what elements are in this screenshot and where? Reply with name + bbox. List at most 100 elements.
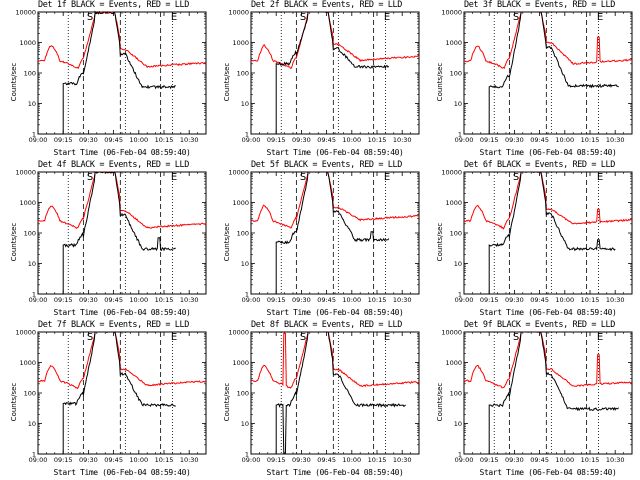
time-marker-label: S — [513, 332, 519, 343]
time-marker-label: E — [171, 12, 177, 23]
x-tick-label: 10:15 — [155, 456, 174, 464]
x-axis-label: Start Time (06-Feb-04 08:59:40) — [266, 468, 404, 477]
x-tick-label: 09:30 — [79, 456, 98, 464]
y-tick-label: 1000 — [232, 39, 249, 47]
y-tick-label: 1000 — [445, 359, 462, 367]
x-tick-label: 09:45 — [530, 456, 549, 464]
panel-title: Det 5f BLACK = Events, RED = LLD — [251, 160, 402, 170]
x-tick-label: 10:15 — [581, 296, 600, 304]
y-tick-label: 1000 — [19, 199, 36, 207]
panel-title: Det 9f BLACK = Events, RED = LLD — [464, 320, 615, 330]
y-tick-label: 100 — [450, 389, 462, 397]
y-tick-label: 100 — [237, 69, 249, 77]
lld-series-line — [250, 331, 420, 389]
x-tick-label: 10:15 — [368, 456, 387, 464]
y-tick-label: 10 — [241, 260, 249, 268]
lld-series-line — [463, 11, 633, 69]
x-tick-label: 10:00 — [129, 136, 148, 144]
x-tick-label: 10:00 — [129, 456, 148, 464]
y-tick-label: 1 — [32, 450, 36, 458]
x-tick-label: 09:15 — [480, 296, 499, 304]
panel-title: Det 4f BLACK = Events, RED = LLD — [38, 160, 189, 170]
plot-svg: 1 10 100 1000 10000 09:00 09:15 09:30 09:45 10:00… — [15, 8, 207, 144]
x-tick-label: 09:15 — [480, 456, 499, 464]
panel-title: Det 6f BLACK = Events, RED = LLD — [464, 160, 615, 170]
events-series-line — [62, 171, 176, 294]
events-series-line — [62, 331, 176, 454]
x-tick-label: 09:30 — [505, 456, 524, 464]
y-tick-label: 1000 — [232, 199, 249, 207]
plot-svg: 1 10 100 1000 10000 09:00 09:15 09:30 09:45 10:00… — [441, 168, 633, 304]
time-marker-label: S — [513, 172, 519, 183]
y-tick-label: 10000 — [441, 328, 462, 336]
x-tick-label: 10:00 — [555, 296, 574, 304]
x-axis-label: Start Time (06-Feb-04 08:59:40) — [53, 468, 191, 477]
x-tick-label: 10:15 — [581, 456, 600, 464]
x-tick-label: 10:30 — [393, 296, 412, 304]
time-marker-label: S — [513, 12, 519, 23]
x-tick-label: 09:15 — [267, 296, 286, 304]
x-tick-label: 10:30 — [180, 296, 199, 304]
plot-svg: 1 10 100 1000 10000 09:00 09:15 09:30 09:45 10:00… — [441, 328, 633, 464]
lld-series-line — [250, 11, 420, 69]
x-tick-label: 10:15 — [155, 296, 174, 304]
x-tick-label: 09:45 — [104, 296, 123, 304]
detector-panel: Det 3f BLACK = Events, RED = LLD Start Ti… — [426, 0, 639, 160]
x-tick-label: 10:00 — [342, 296, 361, 304]
y-tick-label: 100 — [450, 229, 462, 237]
x-tick-label: 09:00 — [29, 136, 48, 144]
time-marker-label: S — [87, 172, 93, 183]
lld-series-line — [37, 11, 207, 70]
y-tick-label: 100 — [24, 69, 36, 77]
x-tick-label: 10:00 — [342, 456, 361, 464]
y-tick-label: 1000 — [232, 359, 249, 367]
y-tick-label: 100 — [237, 229, 249, 237]
x-tick-label: 09:00 — [242, 456, 261, 464]
y-tick-label: 1000 — [445, 39, 462, 47]
x-tick-label: 09:30 — [79, 296, 98, 304]
time-marker-label: E — [597, 332, 603, 343]
detector-panel: Det 7f BLACK = Events, RED = LLD Start Ti… — [0, 320, 213, 480]
plot-svg: 1 10 100 1000 10000 09:00 09:15 09:30 09:45 10:00… — [228, 168, 420, 304]
y-tick-label: 100 — [24, 389, 36, 397]
y-tick-label: 10000 — [228, 168, 249, 176]
x-axis-label: Start Time (06-Feb-04 08:59:40) — [479, 308, 617, 317]
y-tick-label: 10 — [241, 100, 249, 108]
y-tick-label: 10000 — [441, 168, 462, 176]
x-tick-label: 09:45 — [104, 136, 123, 144]
y-tick-label: 10 — [454, 420, 462, 428]
detector-panel: Det 6f BLACK = Events, RED = LLD Start Ti… — [426, 160, 639, 320]
x-tick-label: 09:30 — [292, 456, 311, 464]
events-series-line — [275, 331, 406, 455]
panel-title: Det 8f BLACK = Events, RED = LLD — [251, 320, 402, 330]
time-marker-label: E — [384, 12, 390, 23]
y-tick-label: 100 — [450, 69, 462, 77]
y-tick-label: 1000 — [19, 39, 36, 47]
y-tick-label: 1000 — [445, 199, 462, 207]
x-tick-label: 09:00 — [242, 296, 261, 304]
y-tick-label: 100 — [237, 389, 249, 397]
x-tick-label: 10:00 — [129, 296, 148, 304]
x-tick-label: 10:00 — [555, 136, 574, 144]
y-tick-label: 10000 — [15, 8, 36, 16]
plot-svg: 1 10 100 1000 10000 09:00 09:15 09:30 09:45 10:00… — [15, 328, 207, 464]
lld-series-line — [250, 171, 420, 229]
events-series-line — [488, 11, 619, 134]
x-tick-label: 09:30 — [292, 136, 311, 144]
panel-title: Det 1f BLACK = Events, RED = LLD — [38, 0, 189, 10]
x-tick-label: 10:15 — [155, 136, 174, 144]
y-tick-label: 10000 — [15, 328, 36, 336]
x-tick-label: 10:30 — [393, 456, 412, 464]
x-tick-label: 10:30 — [393, 136, 412, 144]
x-tick-label: 09:30 — [505, 136, 524, 144]
y-tick-label: 10 — [28, 420, 36, 428]
detector-panel: Det 8f BLACK = Events, RED = LLD Start Ti… — [213, 320, 426, 480]
y-tick-label: 10000 — [228, 328, 249, 336]
x-tick-label: 10:00 — [342, 136, 361, 144]
x-tick-label: 09:00 — [242, 136, 261, 144]
x-tick-label: 09:45 — [530, 296, 549, 304]
x-axis-label: Start Time (06-Feb-04 08:59:40) — [266, 148, 404, 157]
events-series-line — [275, 11, 390, 134]
plot-svg: 1 10 100 1000 10000 09:00 09:15 09:30 09:45 10:00… — [441, 8, 633, 144]
